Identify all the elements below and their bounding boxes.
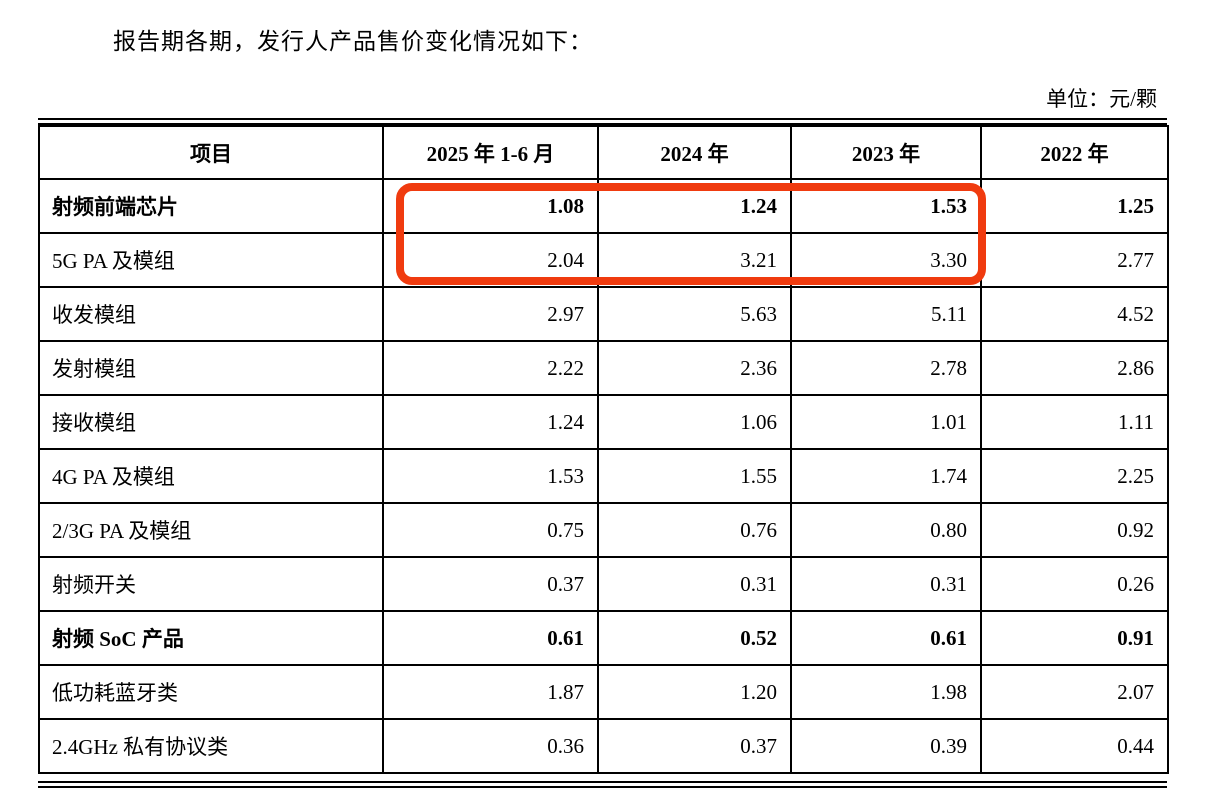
price-value: 2.86 — [980, 340, 1169, 396]
column-header-item: 项目 — [38, 125, 384, 180]
table-row: 接收模组 1.24 1.06 1.01 1.11 — [38, 394, 1169, 450]
price-value: 0.31 — [597, 556, 792, 612]
table-bottom-rule — [38, 781, 1167, 788]
row-label: 接收模组 — [38, 394, 384, 450]
price-value: 1.20 — [597, 664, 792, 720]
price-value: 1.87 — [382, 664, 599, 720]
row-label: 射频前端芯片 — [38, 178, 384, 234]
column-header-2025h1: 2025 年 1-6 月 — [382, 125, 599, 180]
table-row: 射频 SoC 产品 0.61 0.52 0.61 0.91 — [38, 610, 1169, 666]
table-row: 射频前端芯片 1.08 1.24 1.53 1.25 — [38, 178, 1169, 234]
price-value: 0.26 — [980, 556, 1169, 612]
table-row: 收发模组 2.97 5.63 5.11 4.52 — [38, 286, 1169, 342]
price-table: 项目 2025 年 1-6 月 2024 年 2023 年 2022 年 射频前… — [38, 125, 1169, 774]
price-value: 0.61 — [382, 610, 599, 666]
price-table-container: 项目 2025 年 1-6 月 2024 年 2023 年 2022 年 射频前… — [38, 118, 1169, 788]
price-value: 2.77 — [980, 232, 1169, 288]
price-value: 1.06 — [597, 394, 792, 450]
price-value: 0.61 — [790, 610, 982, 666]
table-row: 低功耗蓝牙类 1.87 1.20 1.98 2.07 — [38, 664, 1169, 720]
row-label: 2.4GHz 私有协议类 — [38, 718, 384, 774]
price-value: 2.22 — [382, 340, 599, 396]
price-value: 0.92 — [980, 502, 1169, 558]
row-label: 射频 SoC 产品 — [38, 610, 384, 666]
price-value: 1.25 — [980, 178, 1169, 234]
price-value: 1.55 — [597, 448, 792, 504]
price-value: 1.98 — [790, 664, 982, 720]
price-value: 4.52 — [980, 286, 1169, 342]
column-header-2024: 2024 年 — [597, 125, 792, 180]
price-value: 3.21 — [597, 232, 792, 288]
unit-label: 单位：元/颗 — [1046, 87, 1157, 111]
price-value: 0.76 — [597, 502, 792, 558]
table-row: 射频开关 0.37 0.31 0.31 0.26 — [38, 556, 1169, 612]
price-value: 0.44 — [980, 718, 1169, 774]
column-header-2022: 2022 年 — [980, 125, 1169, 180]
price-value: 0.37 — [597, 718, 792, 774]
price-value: 2.97 — [382, 286, 599, 342]
row-label: 射频开关 — [38, 556, 384, 612]
row-label: 低功耗蓝牙类 — [38, 664, 384, 720]
price-value: 1.01 — [790, 394, 982, 450]
column-header-2023: 2023 年 — [790, 125, 982, 180]
table-row: 5G PA 及模组 2.04 3.21 3.30 2.77 — [38, 232, 1169, 288]
table-row: 4G PA 及模组 1.53 1.55 1.74 2.25 — [38, 448, 1169, 504]
price-value: 0.75 — [382, 502, 599, 558]
price-value: 2.04 — [382, 232, 599, 288]
row-label: 5G PA 及模组 — [38, 232, 384, 288]
price-value: 2.36 — [597, 340, 792, 396]
table-row: 2/3G PA 及模组 0.75 0.76 0.80 0.92 — [38, 502, 1169, 558]
price-value: 1.08 — [382, 178, 599, 234]
price-value: 1.24 — [382, 394, 599, 450]
row-label: 2/3G PA 及模组 — [38, 502, 384, 558]
price-value: 0.37 — [382, 556, 599, 612]
price-value: 2.07 — [980, 664, 1169, 720]
price-value: 5.11 — [790, 286, 982, 342]
page-title: 报告期各期，发行人产品售价变化情况如下： — [113, 29, 593, 54]
price-value: 3.30 — [790, 232, 982, 288]
row-label: 发射模组 — [38, 340, 384, 396]
price-value: 0.36 — [382, 718, 599, 774]
price-value: 0.31 — [790, 556, 982, 612]
table-top-rule — [38, 118, 1167, 125]
price-value: 0.91 — [980, 610, 1169, 666]
table-row: 2.4GHz 私有协议类 0.36 0.37 0.39 0.44 — [38, 718, 1169, 774]
table-header-row: 项目 2025 年 1-6 月 2024 年 2023 年 2022 年 — [38, 125, 1169, 180]
row-label: 收发模组 — [38, 286, 384, 342]
price-value: 0.39 — [790, 718, 982, 774]
table-row: 发射模组 2.22 2.36 2.78 2.86 — [38, 340, 1169, 396]
price-value: 2.78 — [790, 340, 982, 396]
row-label: 4G PA 及模组 — [38, 448, 384, 504]
price-value: 1.53 — [382, 448, 599, 504]
price-value: 1.53 — [790, 178, 982, 234]
price-value: 1.24 — [597, 178, 792, 234]
price-value: 0.52 — [597, 610, 792, 666]
price-value: 1.11 — [980, 394, 1169, 450]
price-value: 2.25 — [980, 448, 1169, 504]
price-value: 5.63 — [597, 286, 792, 342]
price-value: 1.74 — [790, 448, 982, 504]
price-value: 0.80 — [790, 502, 982, 558]
